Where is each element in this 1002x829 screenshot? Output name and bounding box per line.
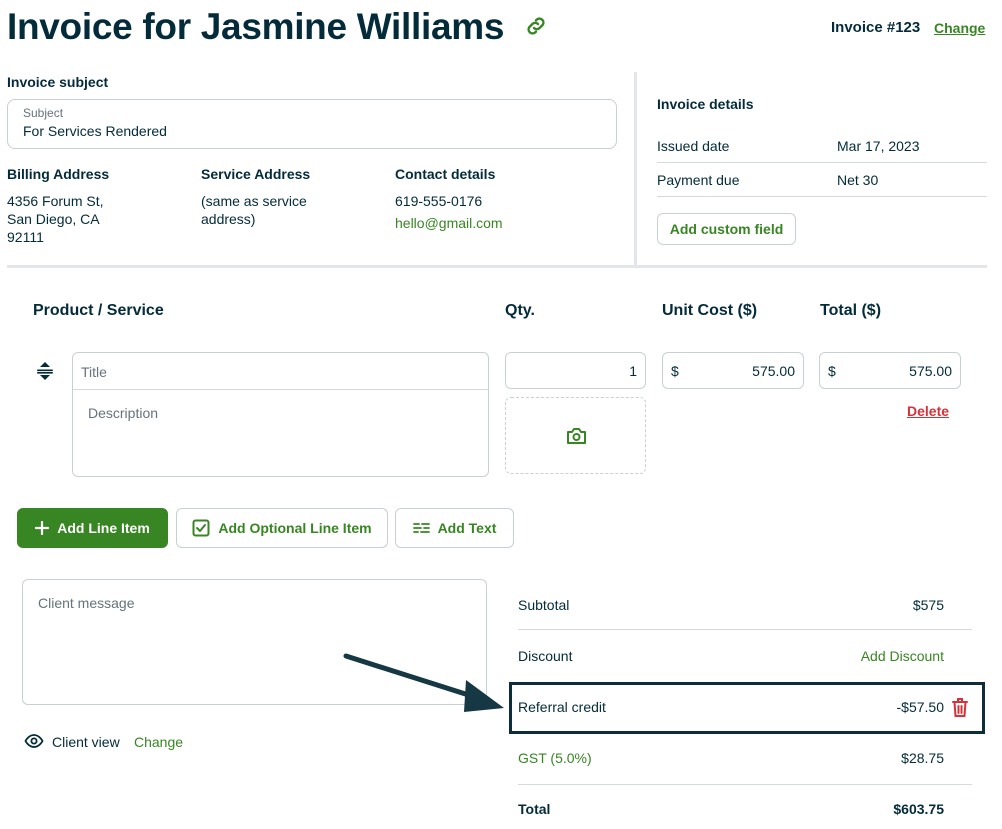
issued-date-label: Issued date [657,138,730,154]
invoice-number: Invoice #123 [831,19,921,36]
subject-field-value: For Services Rendered [23,123,167,139]
contact-details-label: Contact details [395,166,496,182]
line-total-currency: $ [828,363,836,379]
client-view-label: Client view [52,734,120,750]
link-icon[interactable] [524,14,548,38]
unit-cost-header: Unit Cost ($) [662,302,758,319]
quantity-value: 1 [629,363,637,379]
plus-icon [35,521,50,535]
gst-value: $28.75 [901,750,944,766]
total-header: Total ($) [820,302,882,319]
delete-line-item-link[interactable]: Delete [907,403,950,419]
unit-cost-currency: $ [671,363,679,379]
payment-due-value: Net 30 [837,172,879,188]
camera-icon [567,428,586,444]
details-row-divider [657,196,987,197]
trash-icon[interactable] [951,697,969,718]
total-value: $603.75 [893,801,944,817]
add-line-item-button[interactable]: Add Line Item [17,508,168,548]
unit-cost-input[interactable]: $ 575.00 [662,352,804,389]
invoice-details-label: Invoice details [657,96,754,112]
referral-credit-highlight [509,682,985,734]
billing-line-1: 4356 Forum St, [7,193,104,209]
issued-date-value: Mar 17, 2023 [837,138,920,154]
client-view-change-link[interactable]: Change [134,734,184,750]
summary-divider [518,784,972,785]
service-address: (same as service address) [201,192,307,228]
service-address-label: Service Address [201,166,311,182]
referral-credit-label: Referral credit [518,699,606,715]
add-photo-dropzone[interactable] [505,397,646,474]
line-item-title-description[interactable]: Title Description [72,352,489,477]
billing-line-3: 92111 [7,229,44,245]
payment-due-label: Payment due [657,172,740,188]
header-divider [7,265,987,268]
product-service-header: Product / Service [33,302,164,319]
client-message-placeholder: Client message [38,595,135,611]
title-input[interactable]: Title [81,364,107,380]
add-line-item-label: Add Line Item [57,520,150,536]
subject-field-label: Subject [23,106,64,120]
add-text-label: Add Text [437,520,497,536]
billing-address: 4356 Forum St, San Diego, CA 92111 [7,192,104,246]
vertical-divider [634,72,637,268]
service-line-1: (same as service [201,193,307,209]
eye-icon [24,734,44,748]
discount-label: Discount [518,648,573,664]
subtotal-value: $575 [912,597,944,613]
reorder-handle-icon[interactable] [35,361,55,381]
line-total-value: 575.00 [909,363,952,379]
checkbox-icon [192,519,210,537]
text-lines-icon [412,523,430,533]
add-optional-line-item-button[interactable]: Add Optional Line Item [176,508,388,548]
add-custom-field-button[interactable]: Add custom field [657,213,796,245]
description-input[interactable]: Description [88,405,159,421]
gst-label[interactable]: GST (5.0%) [518,750,592,766]
referral-credit-value: -$57.50 [896,699,944,715]
page-title: Invoice for Jasmine Williams [7,6,505,47]
annotation-arrow-icon [343,653,504,712]
invoice-subject-label: Invoice subject [7,74,109,90]
qty-header: Qty. [505,302,535,319]
client-message-textarea[interactable]: Client message [22,579,487,705]
add-optional-line-item-label: Add Optional Line Item [218,520,372,536]
unit-cost-value: 575.00 [752,363,795,379]
subtotal-label: Subtotal [518,597,570,613]
service-line-2: address) [201,211,256,227]
add-discount-link[interactable]: Add Discount [860,648,944,664]
invoice-number-change-link[interactable]: Change [934,20,986,36]
total-label: Total [518,801,551,817]
title-divider [73,389,488,390]
summary-divider [518,629,972,630]
contact-email-link[interactable]: hello@gmail.com [395,215,503,231]
billing-address-label: Billing Address [7,166,110,182]
subject-field[interactable]: Subject For Services Rendered [7,99,617,149]
quantity-input[interactable]: 1 [505,352,646,389]
billing-line-2: San Diego, CA [7,211,100,227]
details-row-divider [657,162,987,163]
line-total-input[interactable]: $ 575.00 [819,352,961,389]
add-text-button[interactable]: Add Text [395,508,514,548]
contact-phone: 619-555-0176 [395,193,483,209]
